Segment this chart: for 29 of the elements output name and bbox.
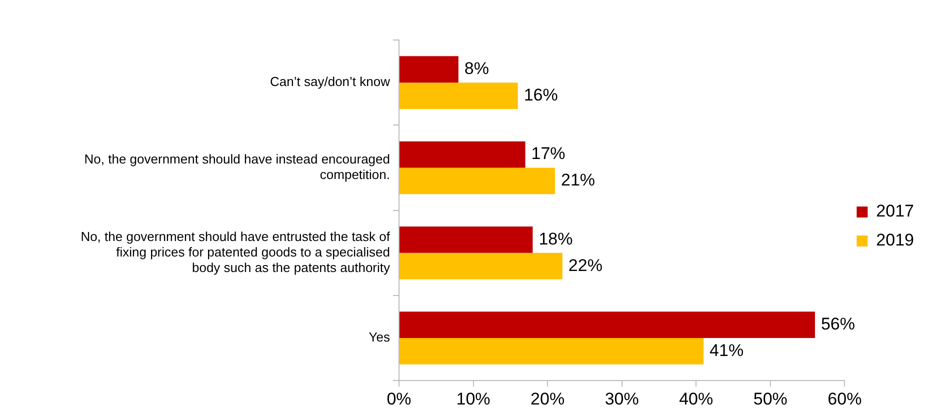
data-label: 8% — [464, 59, 489, 78]
legend-label: 2019 — [876, 230, 914, 250]
data-label: 41% — [710, 340, 744, 360]
y-tick-label: No, the government should have entrusted the task of fixing prices for patented goods to a specialised body such as the patents authority — [80, 228, 390, 276]
x-tick-label: 30% — [604, 389, 639, 408]
data-label: 16% — [524, 85, 558, 104]
y-tick-label: Yes — [368, 330, 390, 345]
legend-label: 2017 — [876, 202, 914, 221]
y-tick-label: Can’t say/don’t know — [270, 74, 391, 90]
x-tick-label: 0% — [386, 389, 412, 408]
bar — [400, 338, 704, 364]
x-tick-label: 60% — [828, 389, 862, 408]
data-label: 17% — [531, 144, 566, 164]
bar — [400, 168, 555, 194]
bar — [400, 226, 533, 253]
data-label: 22% — [568, 256, 602, 275]
data-label: 56% — [820, 314, 855, 334]
bar — [400, 312, 815, 338]
x-tick-label: 20% — [530, 389, 565, 408]
bar — [400, 56, 458, 83]
bar — [400, 82, 518, 109]
x-tick-label: 40% — [679, 389, 714, 408]
bar — [400, 141, 526, 168]
y-tick-label: No, the government should have instead encouraged competition. — [84, 152, 390, 182]
data-label: 18% — [538, 229, 573, 248]
data-label: 21% — [560, 170, 596, 190]
x-tick-label: 10% — [456, 389, 490, 408]
x-tick-label: 50% — [753, 389, 788, 408]
bar — [400, 252, 562, 280]
